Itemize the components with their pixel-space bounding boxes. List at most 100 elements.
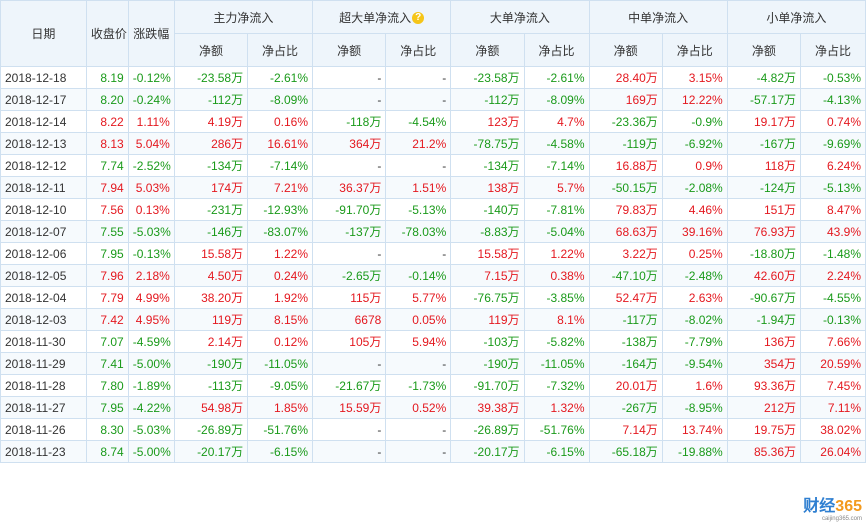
cell-large-ratio: -5.04% xyxy=(523,220,590,243)
cell-main-amount: -26.89万 xyxy=(173,418,249,441)
cell-super-ratio: 0.05% xyxy=(385,308,452,331)
cell-date: 2018-12-10 xyxy=(0,198,87,221)
cell-main-amount: -112万 xyxy=(173,88,249,111)
cell-super-amount: -21.67万 xyxy=(312,374,387,397)
cell-date: 2018-11-27 xyxy=(0,396,87,419)
cell-main-amount: 286万 xyxy=(173,132,249,155)
cell-super-ratio: - xyxy=(385,242,452,265)
header-small-amount[interactable]: 净额 xyxy=(726,33,802,67)
cell-close: 8.13 xyxy=(85,132,129,155)
cell-large-amount: 15.58万 xyxy=(450,242,525,265)
cell-small-amount: 85.36万 xyxy=(726,440,802,463)
header-super-amount[interactable]: 净额 xyxy=(312,33,387,67)
cell-main-ratio: 7.21% xyxy=(247,176,314,199)
cell-main-ratio: 16.61% xyxy=(247,132,314,155)
cell-super-amount: - xyxy=(312,242,387,265)
site-watermark-logo: 财经365 caijing365.com xyxy=(803,498,862,522)
cell-large-amount: -103万 xyxy=(450,330,525,353)
cell-change: 5.03% xyxy=(127,176,175,199)
cell-large-ratio: 1.22% xyxy=(523,242,590,265)
cell-small-ratio: -4.13% xyxy=(800,88,866,111)
cell-super-amount: -118万 xyxy=(312,110,387,133)
header-medium-amount[interactable]: 净额 xyxy=(588,33,663,67)
cell-super-amount: 6678 xyxy=(312,308,387,331)
cell-medium-amount: 52.47万 xyxy=(588,286,663,309)
header-large-ratio[interactable]: 净占比 xyxy=(523,33,590,67)
cell-date: 2018-12-07 xyxy=(0,220,87,243)
cell-super-amount: 105万 xyxy=(312,330,387,353)
cell-small-ratio: -0.13% xyxy=(800,308,866,331)
header-close[interactable]: 收盘价 xyxy=(85,0,129,67)
cell-main-ratio: 1.92% xyxy=(247,286,314,309)
cell-super-amount: 115万 xyxy=(312,286,387,309)
cell-medium-amount: 3.22万 xyxy=(588,242,663,265)
table-row: 2018-12-10 7.56 0.13% -231万 -12.93% -91.70万 -5… xyxy=(0,198,866,221)
cell-medium-ratio: -2.48% xyxy=(661,264,728,287)
cell-large-ratio: -8.09% xyxy=(523,88,590,111)
header-date[interactable]: 日期 xyxy=(0,0,87,67)
cell-main-ratio: 0.24% xyxy=(247,264,314,287)
cell-change: -4.59% xyxy=(127,330,175,353)
cell-main-amount: -190万 xyxy=(173,352,249,375)
cell-super-ratio: -1.73% xyxy=(385,374,452,397)
cell-large-ratio: -11.05% xyxy=(523,352,590,375)
header-small-inflow: 小单净流入 xyxy=(726,0,866,34)
cell-super-amount: -91.70万 xyxy=(312,198,387,221)
table-row: 2018-11-29 7.41 -5.00% -190万 -11.05% - - -190万 -… xyxy=(0,352,866,375)
header-super-ratio[interactable]: 净占比 xyxy=(385,33,452,67)
cell-date: 2018-12-03 xyxy=(0,308,87,331)
cell-small-ratio: 8.47% xyxy=(800,198,866,221)
cell-small-amount: 19.75万 xyxy=(726,418,802,441)
cell-large-ratio: 1.32% xyxy=(523,396,590,419)
table-row: 2018-12-03 7.42 4.95% 119万 8.15% 6678 0.05% 119… xyxy=(0,308,866,331)
cell-small-amount: 136万 xyxy=(726,330,802,353)
cell-medium-amount: 28.40万 xyxy=(588,66,663,89)
cell-large-amount: -140万 xyxy=(450,198,525,221)
cell-large-amount: -20.17万 xyxy=(450,440,525,463)
cell-small-amount: -4.82万 xyxy=(726,66,802,89)
cell-medium-amount: 20.01万 xyxy=(588,374,663,397)
header-main-ratio[interactable]: 净占比 xyxy=(247,33,314,67)
header-change[interactable]: 涨跌幅 xyxy=(127,0,175,67)
cell-small-amount: -1.94万 xyxy=(726,308,802,331)
header-medium-ratio[interactable]: 净占比 xyxy=(661,33,728,67)
cell-medium-amount: -50.15万 xyxy=(588,176,663,199)
cell-large-ratio: 4.7% xyxy=(523,110,590,133)
cell-large-amount: -8.83万 xyxy=(450,220,525,243)
cell-super-ratio: - xyxy=(385,440,452,463)
cell-change: -0.13% xyxy=(127,242,175,265)
cell-medium-ratio: 12.22% xyxy=(661,88,728,111)
cell-large-amount: -76.75万 xyxy=(450,286,525,309)
cell-change: -1.89% xyxy=(127,374,175,397)
cell-change: 4.99% xyxy=(127,286,175,309)
header-main-amount[interactable]: 净额 xyxy=(173,33,249,67)
cell-small-ratio: -0.53% xyxy=(800,66,866,89)
cell-main-amount: 38.20万 xyxy=(173,286,249,309)
cell-small-ratio: 7.45% xyxy=(800,374,866,397)
cell-super-amount: 15.59万 xyxy=(312,396,387,419)
cell-main-amount: 4.19万 xyxy=(173,110,249,133)
header-small-ratio[interactable]: 净占比 xyxy=(800,33,866,67)
cell-super-ratio: - xyxy=(385,418,452,441)
cell-main-amount: 119万 xyxy=(173,308,249,331)
cell-medium-ratio: 0.9% xyxy=(661,154,728,177)
cell-medium-ratio: 3.15% xyxy=(661,66,728,89)
cell-small-ratio: 43.9% xyxy=(800,220,866,243)
cell-super-amount: - xyxy=(312,352,387,375)
table-row: 2018-11-26 8.30 -5.03% -26.89万 -51.76% - - -26.… xyxy=(0,418,866,441)
header-large-amount[interactable]: 净额 xyxy=(450,33,525,67)
cell-small-amount: 19.17万 xyxy=(726,110,802,133)
cell-medium-amount: 79.83万 xyxy=(588,198,663,221)
cell-small-ratio: -1.48% xyxy=(800,242,866,265)
cell-super-ratio: -5.13% xyxy=(385,198,452,221)
cell-date: 2018-11-23 xyxy=(0,440,87,463)
cell-close: 7.80 xyxy=(85,374,129,397)
cell-super-ratio: -78.03% xyxy=(385,220,452,243)
cell-date: 2018-12-04 xyxy=(0,286,87,309)
fund-flow-table: 日期 收盘价 涨跌幅 主力净流入 超大单净流入? 大单净流入 中单净流入 小单净… xyxy=(0,0,866,463)
cell-medium-amount: -138万 xyxy=(588,330,663,353)
help-icon[interactable]: ? xyxy=(412,12,425,25)
cell-close: 7.56 xyxy=(85,198,129,221)
table-row: 2018-11-23 8.74 -5.00% -20.17万 -6.15% - - -20.1… xyxy=(0,440,866,463)
cell-change: 0.13% xyxy=(127,198,175,221)
